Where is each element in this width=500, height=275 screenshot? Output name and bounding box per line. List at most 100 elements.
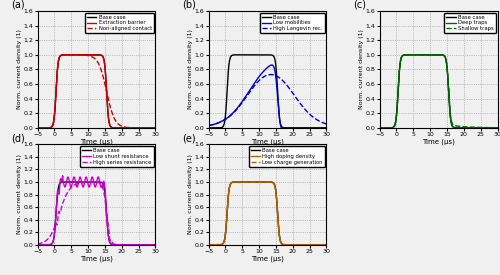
Line: High series resistance: High series resistance [38,182,156,245]
High Langevin rec. [268,73,274,76]
Base case [80,180,86,184]
Text: (a): (a) [12,0,25,10]
Line: High doping density: High doping density [208,182,326,245]
Base case [111,243,117,246]
High doping density [324,243,330,246]
Low mobilities [302,126,308,130]
Shallow traps [376,126,382,130]
Low mobilities [206,124,212,127]
Shallow traps [398,57,404,60]
High Langevin rec. [250,85,256,89]
Low shunt resistance [111,243,117,246]
High series resistance [152,243,158,246]
Shallow traps [494,126,500,129]
Shallow traps [474,126,480,129]
Shallow traps [448,112,454,115]
X-axis label: Time (μs): Time (μs) [251,255,284,262]
High doping density [206,243,212,246]
Extraction barrier [80,53,86,56]
Line: Deep traps: Deep traps [380,55,498,128]
Low charge generation [312,243,318,246]
Base case [276,233,282,236]
High doping density [276,233,282,236]
Base case [132,243,138,246]
Non-aligned contact [106,97,112,100]
X-axis label: Time (μs): Time (μs) [251,138,284,145]
High doping density [250,180,256,184]
Base case [34,243,40,246]
Deep traps [494,126,500,130]
High Langevin rec. [276,76,282,79]
Base case [324,126,330,130]
Base case [34,126,40,130]
Extraction barrier [132,126,138,130]
Low charge generation [302,243,308,246]
Base case [227,57,233,60]
Deep traps [422,53,428,56]
Low mobilities [324,126,330,130]
Line: Low mobilities: Low mobilities [208,65,326,128]
Base case [464,126,470,130]
Shallow traps [454,124,460,128]
Low shunt resistance [152,243,158,246]
Text: (d): (d) [12,133,26,143]
Base case [78,53,84,56]
High series resistance [80,181,86,184]
Base case [250,53,256,56]
Base case [152,243,158,246]
Base case [78,180,84,184]
Low charge generation [282,243,288,246]
High doping density [250,180,256,184]
Low shunt resistance [106,233,112,236]
Base case [56,184,62,187]
Extraction barrier [106,114,112,118]
Extraction barrier [122,126,128,130]
High series resistance [132,243,138,246]
Extraction barrier [78,53,84,56]
Base case [122,243,128,246]
Low charge generation [294,243,300,246]
Low shunt resistance [56,192,62,196]
Shallow traps [420,53,426,56]
Low charge generation [324,243,330,246]
Base case [312,243,318,246]
High series resistance [90,180,96,184]
High Langevin rec. [282,82,288,85]
Low mobilities [282,126,288,130]
Legend: Base case, High doping density, Low charge generation: Base case, High doping density, Low char… [248,146,325,167]
Deep traps [376,126,382,130]
Base case [494,126,500,130]
Deep traps [474,126,480,130]
Non-aligned contact [56,57,62,60]
Base case [106,114,112,118]
Shallow traps [464,125,470,129]
Deep traps [448,114,454,118]
Base case [422,53,428,56]
Y-axis label: Norm. current density (1): Norm. current density (1) [17,29,22,109]
Base case [227,184,233,187]
Non-aligned contact [132,126,138,130]
Extraction barrier [56,57,62,60]
Extraction barrier [34,126,40,130]
Base case [448,114,454,118]
Low mobilities [278,126,284,130]
High Langevin rec. [206,124,212,127]
Base case [206,126,212,130]
Base case [282,126,288,130]
Non-aligned contact [152,126,158,130]
Low charge generation [227,184,233,187]
Non-aligned contact [111,117,117,120]
Low shunt resistance [34,243,40,246]
Line: Shallow traps: Shallow traps [380,55,498,128]
Base case [282,243,288,246]
Low shunt resistance [140,243,146,246]
High doping density [227,184,233,187]
Line: Low charge generation: Low charge generation [208,182,326,245]
Extraction barrier [140,126,146,130]
Base case [132,126,138,130]
Legend: Base case, Extraction barrier, Non-aligned contact: Base case, Extraction barrier, Non-align… [85,13,154,33]
High doping density [282,243,288,246]
Base case [276,114,282,118]
Deep traps [420,53,426,56]
Deep traps [454,126,460,130]
